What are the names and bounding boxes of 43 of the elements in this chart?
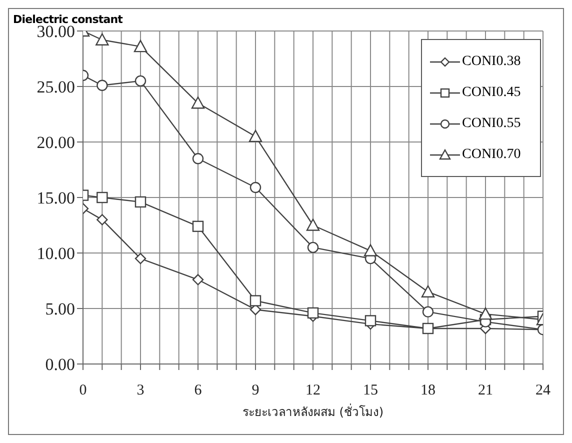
point — [96, 214, 108, 226]
point — [250, 182, 262, 194]
point — [250, 295, 262, 306]
point — [307, 242, 319, 254]
point — [134, 75, 146, 87]
point — [421, 285, 435, 298]
x-tick-label: 21 — [478, 382, 493, 399]
point — [134, 40, 148, 52]
x-tick-label: 24 — [536, 382, 551, 399]
y-tick-label: 20.00 — [36, 133, 75, 152]
x-tick-label: 12 — [306, 382, 320, 399]
point — [192, 274, 204, 286]
y-tick-label: 15.00 — [36, 188, 75, 208]
point — [364, 315, 376, 326]
point — [306, 218, 320, 231]
y-tick-label: 10.00 — [36, 244, 75, 264]
legend-label: CONI0.45 — [462, 84, 521, 100]
point — [422, 306, 434, 318]
point — [192, 220, 204, 232]
point — [191, 96, 205, 109]
point — [422, 322, 434, 334]
x-axis-title: ระยะเวลาหลังผสม (ชั่วโมง) — [242, 403, 384, 419]
point — [96, 192, 108, 204]
y-tick-label: 5.00 — [45, 300, 75, 319]
point — [134, 252, 146, 264]
point — [248, 130, 262, 142]
x-tick-label: 9 — [252, 382, 260, 399]
point — [134, 196, 146, 208]
point — [192, 153, 204, 164]
x-tick-label: 15 — [363, 382, 378, 399]
point — [478, 307, 492, 320]
x-tick-label: 18 — [420, 382, 436, 399]
y-tick-label: 25.00 — [36, 78, 75, 97]
x-tick-label: 3 — [136, 382, 144, 399]
point — [364, 244, 378, 256]
x-tick-label: 6 — [194, 382, 202, 399]
point — [96, 80, 108, 91]
legend-label: CONI0.38 — [462, 54, 521, 70]
legend-label: CONI0.55 — [462, 116, 521, 132]
legend-label: CONI0.70 — [462, 146, 521, 162]
x-tick-label: 0 — [79, 382, 87, 399]
y-tick-label: 0.00 — [45, 355, 75, 374]
point — [96, 33, 109, 46]
